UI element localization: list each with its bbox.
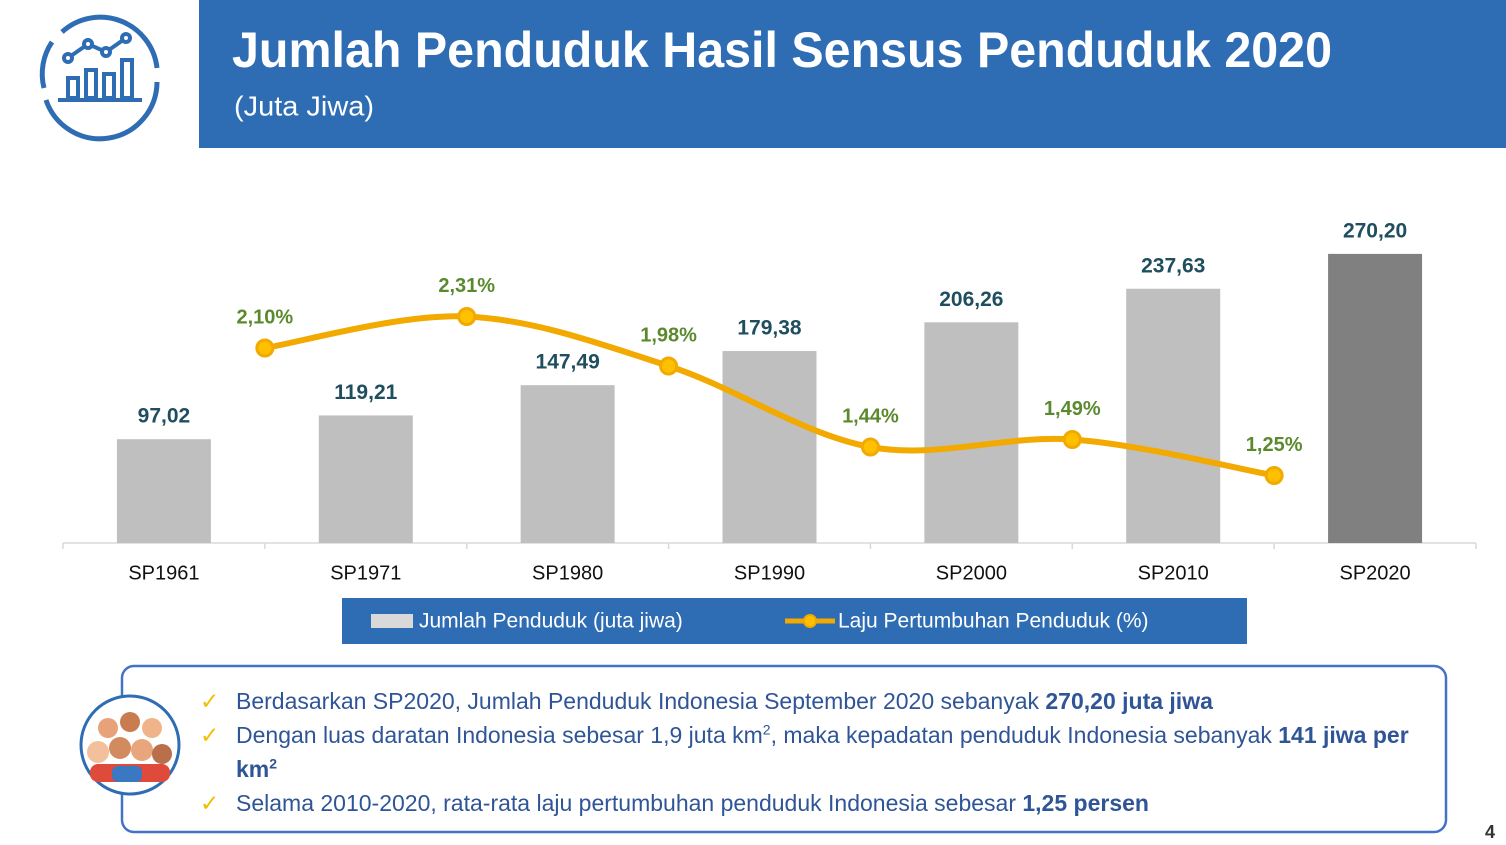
line-marker [255, 338, 275, 358]
bar-value-label: 147,49 [536, 351, 600, 374]
line-value-label: 2,10% [236, 306, 293, 328]
line-value-label: 1,98% [640, 324, 697, 346]
legend-label: Laju Pertumbuhan Penduduk (%) [838, 610, 1149, 633]
note-text: Dengan luas daratan Indonesia sebesar 1,… [236, 722, 763, 748]
line-marker [457, 307, 477, 326]
line-series [261, 313, 1278, 479]
note-item: Berdasarkan SP2020, Jumlah Penduduk Indo… [200, 684, 1420, 718]
note-text: 141 jiwa per km [236, 722, 1409, 782]
note-text: , maka kepadatan penduduk Indonesia seba… [770, 722, 1279, 748]
x-tick-label: SP1971 [330, 562, 401, 584]
legend-label: Jumlah Penduduk (juta jiwa) [419, 610, 683, 633]
slide-subtitle: (Juta Jiwa) [234, 90, 374, 121]
people-icon [79, 694, 181, 796]
bar [722, 351, 817, 543]
note-text: 2 [269, 755, 278, 772]
bar [1328, 253, 1423, 544]
header-band [199, 0, 1506, 148]
bar [520, 385, 615, 543]
note-text: Selama 2010-2020, rata-rata laju pertumb… [236, 790, 1023, 816]
line-marker [659, 356, 679, 376]
note-text: 1,25 persen [1022, 790, 1149, 816]
legend-swatch [371, 614, 413, 628]
line-marker [1264, 466, 1284, 485]
page-number: 4 [1485, 822, 1495, 842]
bar [318, 415, 413, 543]
bar-value-label: 206,26 [939, 288, 1003, 311]
line-value-label: 1,49% [1044, 398, 1101, 420]
bar [1126, 288, 1221, 543]
bar-value-label: 179,38 [737, 317, 802, 340]
note-text: 270,20 juta jiwa [1045, 688, 1213, 714]
line-value-label: 1,25% [1246, 434, 1303, 456]
notes-list: Berdasarkan SP2020, Jumlah Penduduk Indo… [200, 684, 1420, 820]
note-item: Selama 2010-2020, rata-rata laju pertumb… [200, 786, 1420, 820]
bar [924, 322, 1019, 543]
bar-value-label: 237,63 [1141, 254, 1205, 277]
x-tick-label: SP1990 [734, 562, 805, 584]
x-tick-label: SP1980 [532, 562, 603, 584]
x-tick-label: SP2000 [936, 562, 1007, 584]
line-value-label: 1,44% [842, 405, 899, 427]
bar-value-label: 119,21 [334, 381, 397, 404]
note-text: 2 [762, 721, 771, 738]
x-tick-label: SP2010 [1138, 562, 1209, 584]
legend-swatch [803, 614, 817, 628]
x-tick-label: SP2020 [1339, 562, 1410, 584]
note-item: Dengan luas daratan Indonesia sebesar 1,… [200, 718, 1420, 786]
line-marker [860, 437, 880, 457]
bar [116, 439, 211, 543]
bar-value-label: 97,02 [138, 405, 191, 428]
bar-value-label: 270,20 [1343, 219, 1407, 242]
line-value-label: 2,31% [438, 275, 495, 297]
line-marker [1062, 430, 1082, 449]
note-text: Berdasarkan SP2020, Jumlah Penduduk Indo… [236, 688, 1046, 714]
logo-icon [39, 14, 160, 142]
slide-title: Jumlah Penduduk Hasil Sensus Penduduk 20… [232, 22, 1332, 78]
x-tick-label: SP1961 [128, 562, 199, 584]
